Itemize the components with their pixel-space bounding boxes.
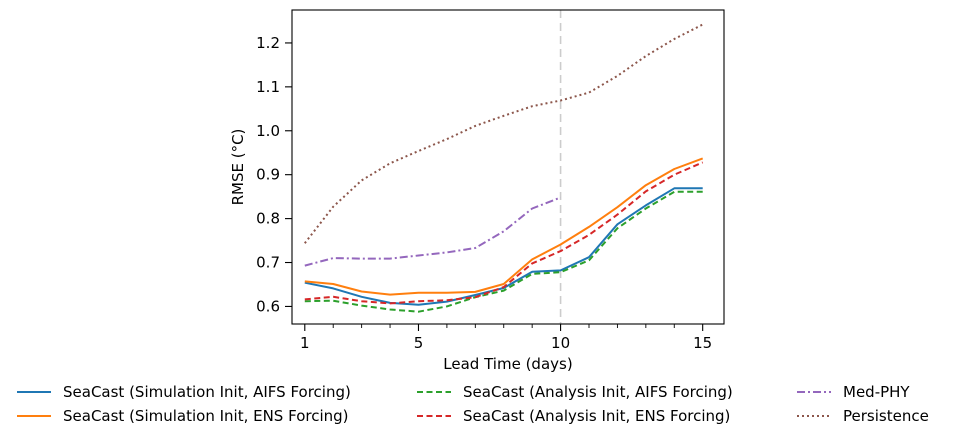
x-tick-label: 10 [551,334,570,352]
legend-label-3: SeaCast (Analysis Init, ENS Forcing) [463,407,730,425]
legend: SeaCast (Simulation Init, AIFS Forcing) S… [17,383,929,425]
y-tick-label: 1.2 [256,34,280,52]
legend-label-5: Persistence [843,407,929,425]
series-line-2 [304,190,703,313]
x-tick-label: 15 [693,334,712,352]
legend-label-4: Med-PHY [843,383,910,401]
y-axis: 0.6 0.7 0.8 0.9 1.0 1.1 1.2 [256,34,292,315]
plot-frame [291,9,725,325]
series-line-1 [304,157,704,296]
legend-label-2: SeaCast (Analysis Init, AIFS Forcing) [463,383,733,401]
series-line-3 [304,161,704,305]
y-tick-label: 0.6 [256,297,280,315]
x-axis-label: Lead Time (days) [443,355,572,373]
series-layer [304,23,704,313]
legend-label-1: SeaCast (Simulation Init, ENS Forcing) [63,407,349,425]
series-line-4 [304,196,561,267]
y-tick-label: 0.8 [256,210,280,228]
y-tick-label: 0.9 [256,166,280,184]
x-tick-label: 5 [414,334,424,352]
y-tick-label: 1.1 [256,78,280,96]
x-tick-label: 1 [300,334,310,352]
y-tick-label: 0.7 [256,254,280,272]
x-axis: 1 5 10 15 [300,324,712,352]
y-tick-label: 1.0 [256,122,280,140]
y-axis-label: RMSE (°C) [229,129,247,206]
legend-label-0: SeaCast (Simulation Init, AIFS Forcing) [63,383,351,401]
series-line-5 [304,23,704,244]
